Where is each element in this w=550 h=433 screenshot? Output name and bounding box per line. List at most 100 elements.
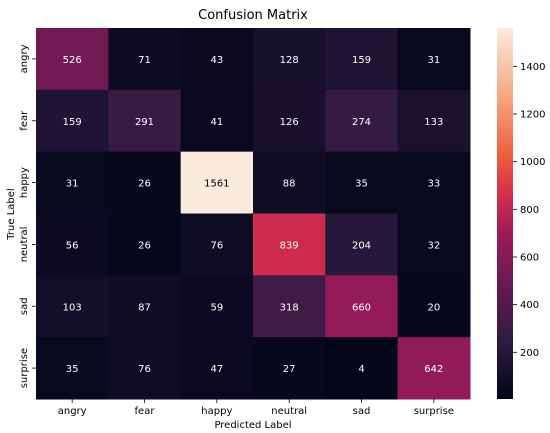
x-axis-label: Predicted Label <box>214 420 291 431</box>
cell-value-label: 32 <box>427 240 440 251</box>
cell-value-label: 20 <box>427 302 440 313</box>
y-tick-label: happy <box>19 167 30 198</box>
x-axis-ticks: angry fear happy neutral sad surprise <box>58 399 454 417</box>
heatmap-cell <box>36 275 109 338</box>
heatmap-cell <box>180 337 254 400</box>
cell-value-label: 839 <box>280 240 299 251</box>
y-axis-ticks: angry fear happy neutral sad surprise <box>19 44 36 388</box>
colorbar-tick-label: 200 <box>520 348 539 359</box>
cell-value-label: 291 <box>135 117 154 128</box>
heatmap-cell <box>180 28 254 91</box>
cell-value-label: 642 <box>424 364 443 375</box>
cell-value-label: 1561 <box>204 179 229 190</box>
y-axis-label: True Label <box>6 188 17 240</box>
y-tick-label: surprise <box>19 348 30 388</box>
cell-value-label: 159 <box>352 55 371 66</box>
colorbar-tick-label: 1400 <box>520 62 545 73</box>
cell-value-label: 159 <box>63 117 82 128</box>
heatmap-cell <box>36 28 109 91</box>
heatmap-cell <box>108 89 182 153</box>
x-tick-label: angry <box>58 406 87 417</box>
heatmap-cell <box>36 337 109 400</box>
cell-value-label: 526 <box>63 55 82 66</box>
heatmap-cell <box>397 213 471 276</box>
heatmap-cell <box>36 151 109 214</box>
x-tick-label: neutral <box>271 406 307 417</box>
heatmap-cell <box>397 337 471 400</box>
heatmap-cell <box>397 28 471 91</box>
heatmap-cell <box>253 89 326 153</box>
colorbar-tick-label: 600 <box>520 252 539 263</box>
cell-value-label: 43 <box>210 55 223 66</box>
colorbar-tick-label: 1000 <box>520 157 545 168</box>
heatmap-cell <box>180 275 254 338</box>
heatmap-cell <box>325 337 399 400</box>
cell-value-label: 31 <box>427 55 440 66</box>
y-tick-label: sad <box>19 297 30 315</box>
cell-value-label: 87 <box>138 302 151 313</box>
heatmap-cell <box>253 337 326 400</box>
heatmap-cell <box>325 28 399 91</box>
cell-value-label: 103 <box>63 302 82 313</box>
heatmap-cell <box>36 213 109 276</box>
heatmap-cell <box>253 28 326 91</box>
cell-value-label: 126 <box>280 117 299 128</box>
heatmap-cell <box>325 275 399 338</box>
heatmap-cell <box>108 337 182 400</box>
x-tick-label: sad <box>353 406 371 417</box>
heatmap-cell <box>108 151 182 214</box>
x-tick-label: fear <box>135 406 156 417</box>
heatmap-cell <box>397 275 471 338</box>
cell-value-label: 59 <box>210 302 223 313</box>
y-tick-label: neutral <box>19 227 30 263</box>
cell-value-label: 204 <box>352 240 371 251</box>
colorbar <box>497 28 513 399</box>
colorbar-tick-label: 1200 <box>520 110 545 121</box>
cell-value-label: 41 <box>210 117 223 128</box>
heatmap-cell <box>325 89 399 153</box>
cell-value-label: 35 <box>66 364 79 375</box>
cell-value-label: 31 <box>66 179 79 190</box>
cell-value-label: 4 <box>358 364 364 375</box>
cell-value-label: 33 <box>427 179 440 190</box>
x-tick-label: surprise <box>414 406 454 417</box>
heatmap-cell <box>325 213 399 276</box>
cell-value-label: 318 <box>280 302 299 313</box>
heatmap-cell <box>325 151 399 214</box>
heatmap-cell <box>180 89 254 153</box>
cell-value-label: 56 <box>66 240 79 251</box>
colorbar-tick-label: 800 <box>520 205 539 216</box>
heatmap-cell <box>36 89 109 153</box>
cell-value-label: 26 <box>138 179 151 190</box>
cell-value-label: 47 <box>210 364 223 375</box>
heatmap-cell <box>253 275 326 338</box>
cell-value-label: 26 <box>138 240 151 251</box>
heatmap-cell <box>108 275 182 338</box>
chart-title: Confusion Matrix <box>198 8 308 23</box>
colorbar-tick-label: 400 <box>520 300 539 311</box>
heatmap-cell <box>180 213 254 276</box>
cell-value-label: 133 <box>424 117 443 128</box>
heatmap-cell <box>180 151 254 214</box>
heatmap-cell <box>108 213 182 276</box>
x-tick-label: happy <box>201 406 232 417</box>
cell-value-label: 128 <box>280 55 299 66</box>
cell-value-label: 660 <box>352 302 371 313</box>
heatmap-cell <box>108 28 182 91</box>
y-tick-label: fear <box>19 110 30 131</box>
y-tick-label: angry <box>19 44 30 73</box>
cell-value-label: 27 <box>283 364 296 375</box>
cell-value-label: 76 <box>138 364 151 375</box>
heatmap-cell <box>397 151 471 214</box>
colorbar-ticks: 200 400 600 800 1000 1200 1400 <box>513 62 545 359</box>
heatmap-cell <box>253 213 326 276</box>
heatmap-cell <box>253 151 326 214</box>
heatmap-cell <box>397 89 471 153</box>
cell-value-label: 76 <box>210 240 223 251</box>
cell-value-label: 274 <box>352 117 371 128</box>
cell-value-label: 88 <box>283 179 296 190</box>
cell-value-label: 35 <box>355 179 368 190</box>
cell-value-label: 71 <box>138 55 151 66</box>
